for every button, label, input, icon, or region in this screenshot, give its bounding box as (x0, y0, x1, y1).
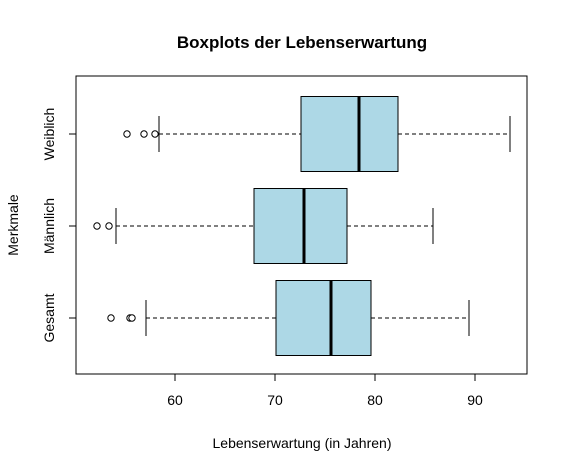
x-tick-label: 80 (367, 392, 383, 408)
box-iqr (253, 188, 348, 264)
box-group-weiblich (123, 96, 511, 172)
box-group-mnnlich (93, 188, 434, 264)
outlier-point (93, 222, 101, 230)
boxes (93, 96, 511, 356)
x-tick-label: 70 (267, 392, 283, 408)
y-tick-label: Weiblich (41, 108, 57, 161)
box-iqr (275, 280, 372, 356)
outlier-point (123, 130, 131, 138)
y-tick-label: Männlich (41, 198, 57, 254)
x-axis: 60 70 80 90 (167, 373, 483, 408)
outlier-point (128, 314, 136, 322)
y-axis: Gesamt Männlich Weiblich (41, 108, 77, 343)
box-group-gesamt (107, 280, 470, 356)
box-iqr (300, 96, 399, 172)
x-axis-label: Lebenserwartung (in Jahren) (213, 435, 392, 451)
y-tick-label: Gesamt (41, 293, 57, 342)
x-tick-label: 90 (467, 392, 483, 408)
outlier-point (105, 222, 113, 230)
outlier-point (151, 130, 159, 138)
y-axis-label: Merkmale (5, 194, 21, 256)
x-tick-label: 60 (167, 392, 183, 408)
outlier-point (107, 314, 115, 322)
outlier-point (140, 130, 148, 138)
chart-title: Boxplots der Lebenserwartung (177, 33, 427, 52)
